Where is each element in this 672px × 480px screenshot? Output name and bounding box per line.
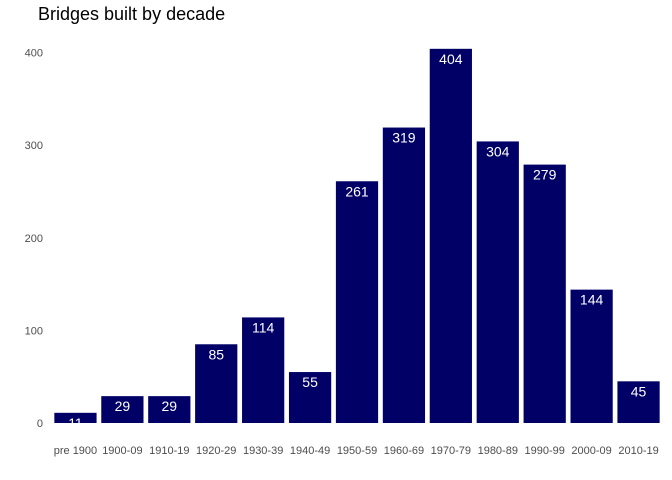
bar-value-label: 304 <box>486 143 510 159</box>
y-tick-label: 200 <box>25 233 43 245</box>
bar-value-label: 29 <box>115 398 131 414</box>
bar-value-label: 29 <box>162 398 178 414</box>
y-tick-label: 400 <box>25 48 43 60</box>
bar-value-label: 11 <box>68 415 83 431</box>
bar <box>242 317 285 423</box>
x-tick-label: 1930-39 <box>243 445 283 457</box>
bar <box>382 127 426 424</box>
x-tick-label: pre 1900 <box>54 445 97 457</box>
bar <box>617 381 660 423</box>
x-tick-label: 1990-99 <box>525 445 565 457</box>
bar <box>335 181 379 423</box>
y-tick-label: 300 <box>25 140 43 152</box>
x-tick-label: 1900-09 <box>102 445 142 457</box>
x-tick-label: 1940-49 <box>290 445 330 457</box>
x-tick-label: 1910-19 <box>149 445 189 457</box>
x-tick-label: 1960-69 <box>384 445 424 457</box>
x-tick-label: 2010-19 <box>618 445 658 457</box>
bar <box>54 412 97 423</box>
bar <box>195 344 238 423</box>
bar <box>523 164 566 424</box>
bar <box>429 48 472 424</box>
bar <box>288 372 332 423</box>
x-tick-label: 1980-89 <box>478 445 518 457</box>
y-axis: 0 100 200 300 400 <box>25 48 43 430</box>
bar-value-label: 144 <box>580 292 604 308</box>
bar <box>148 396 191 423</box>
bar-value-label: 114 <box>252 319 275 335</box>
bar-value-label: 279 <box>533 167 557 183</box>
bars <box>54 48 660 424</box>
y-tick-label: 0 <box>37 418 43 430</box>
x-axis: pre 1900 1900-09 1910-19 1920-29 1930-39 1940… <box>54 445 659 457</box>
bar <box>101 396 144 423</box>
bar-labels: 11 29 29 85 114 55 261 319 404 304 279 144 45 <box>68 51 646 431</box>
x-tick-label: 1970-79 <box>431 445 471 457</box>
bar-value-label: 85 <box>208 346 224 362</box>
x-tick-label: 1920-29 <box>196 445 236 457</box>
bar-value-label: 404 <box>439 51 463 67</box>
bar <box>476 141 519 423</box>
bar-value-label: 319 <box>392 130 416 146</box>
bar-value-label: 45 <box>631 383 647 399</box>
bar-value-label: 261 <box>345 183 369 199</box>
bar <box>570 289 613 423</box>
x-tick-label: 1950-59 <box>337 445 377 457</box>
y-tick-label: 100 <box>25 325 43 337</box>
x-tick-label: 2000-09 <box>571 445 611 457</box>
chart-title: Bridges built by decade <box>38 4 226 24</box>
bar-value-label: 55 <box>302 374 318 390</box>
